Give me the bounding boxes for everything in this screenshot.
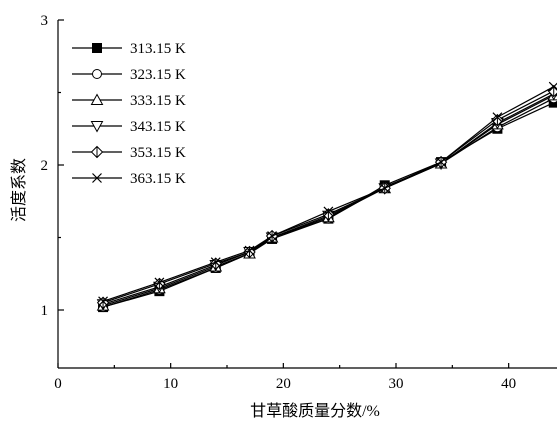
y-tick-label: 3 (41, 13, 49, 29)
axes: 0 10 20 30 40 1 2 3 (41, 13, 557, 392)
y-tick-label: 1 (41, 303, 49, 319)
legend-label: 323.15 K (130, 67, 186, 83)
legend-item: 333.15 K (72, 93, 186, 109)
legend-item: 313.15 K (72, 41, 186, 57)
legend-item: 323.15 K (72, 67, 186, 83)
x-tick-label: 30 (389, 376, 404, 392)
legend-label: 353.15 K (130, 145, 186, 161)
legend-item: 363.15 K (72, 171, 186, 187)
legend-label: 343.15 K (130, 119, 186, 135)
legend-item: 353.15 K (72, 145, 186, 161)
legend-label: 333.15 K (130, 93, 186, 109)
series-5 (99, 82, 557, 306)
x-axis-label: 甘草酸质量分数/% (250, 402, 380, 419)
x-tick-label: 20 (276, 376, 291, 392)
y-axis-label: 活度系数 (10, 158, 28, 222)
x-tick-label: 10 (163, 376, 178, 392)
x-tick-label: 0 (54, 376, 62, 392)
y-tick-label: 2 (41, 158, 49, 174)
legend-marker (93, 44, 102, 53)
series-lines (98, 82, 557, 311)
legend-label: 363.15 K (130, 171, 186, 187)
legend: 313.15 K 323.15 K 333.15 K 343.15 K 353.15 K… (72, 41, 186, 187)
legend-marker (93, 70, 102, 79)
legend-label: 313.15 K (130, 41, 186, 57)
x-tick-label: 40 (501, 376, 516, 392)
legend-item: 343.15 K (72, 119, 186, 135)
